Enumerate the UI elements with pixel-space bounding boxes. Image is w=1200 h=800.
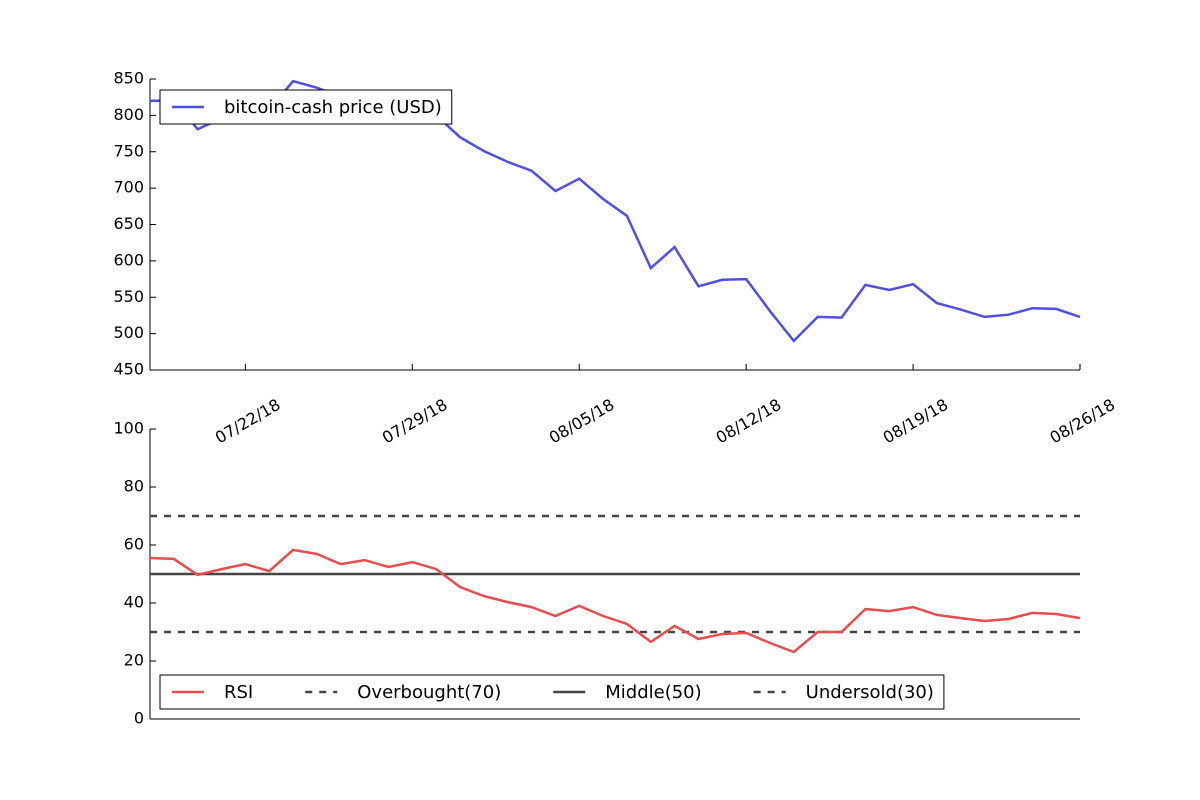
legend-label: Overbought(70): [357, 682, 501, 703]
legend-label: RSI: [224, 682, 253, 703]
x-tick-label: 08/12/18: [713, 395, 785, 447]
legend-box: [159, 89, 453, 125]
y-tick-label: 0: [134, 709, 144, 728]
y-tick-label: 450: [113, 360, 144, 379]
x-tick-label: 07/29/18: [379, 395, 451, 447]
y-tick-label: 750: [113, 141, 144, 160]
x-tick-label: 08/19/18: [880, 395, 952, 447]
y-tick-label: 800: [113, 105, 144, 124]
legend-label: Middle(50): [605, 682, 701, 703]
x-tick-label: 08/26/18: [1047, 395, 1119, 447]
legend-box: [159, 674, 945, 710]
legend: bitcoin-cash price (USD): [159, 89, 453, 125]
y-tick-label: 20: [124, 651, 144, 670]
y-tick-label: 500: [113, 323, 144, 342]
x-tick-label: 07/22/18: [212, 395, 284, 447]
legend-label: bitcoin-cash price (USD): [224, 97, 442, 118]
x-tick-label: 08/05/18: [546, 395, 618, 447]
line: [149, 548, 1081, 654]
line: [150, 79, 1081, 343]
legend: RSI Overbought(70) Middle(50) Undersold(30): [159, 674, 945, 710]
y-tick-label: 850: [113, 69, 144, 88]
legend-label: Undersold(30): [806, 682, 934, 703]
y-tick-label: 550: [113, 287, 144, 306]
y-tick-label: 700: [113, 178, 144, 197]
y-tick-label: 60: [124, 535, 144, 554]
y-tick-label: 40: [124, 593, 144, 612]
y-tick-label: 650: [113, 214, 144, 233]
y-tick-label: 80: [124, 477, 144, 496]
y-tick-label: 100: [113, 419, 144, 438]
y-tick-label: 600: [113, 250, 144, 269]
